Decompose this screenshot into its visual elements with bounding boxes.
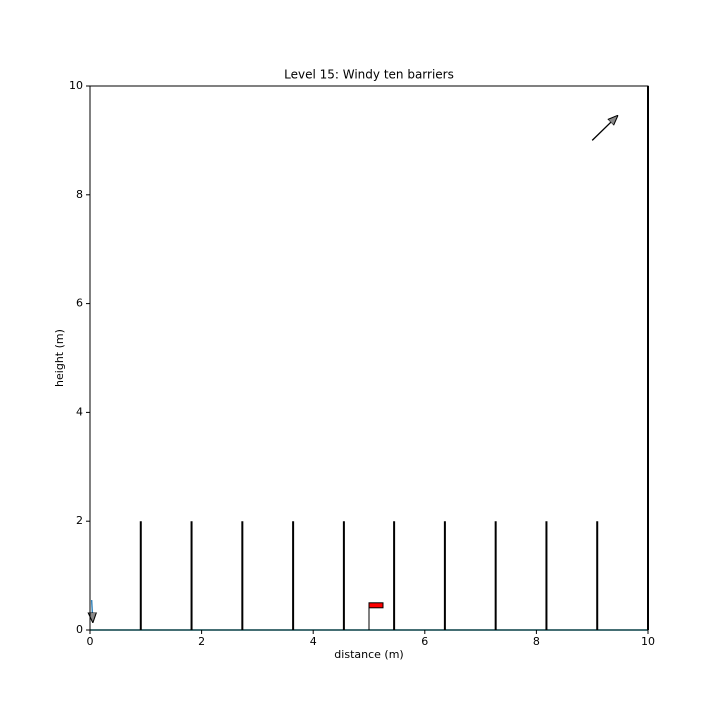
y-tick-label: 0 <box>76 623 83 636</box>
x-tick-label: 6 <box>421 635 428 648</box>
launch-arrow <box>92 600 93 622</box>
y-axis-label: height (m) <box>53 329 66 387</box>
y-tick-label: 2 <box>76 514 83 527</box>
y-tick-label: 4 <box>76 405 83 418</box>
y-tick-label: 6 <box>76 297 83 310</box>
y-tick-label: 10 <box>69 79 83 92</box>
x-tick-label: 4 <box>310 635 317 648</box>
x-tick-label: 0 <box>87 635 94 648</box>
x-tick-label: 10 <box>641 635 655 648</box>
x-tick-label: 2 <box>198 635 205 648</box>
flag <box>368 602 384 609</box>
y-tick-label: 8 <box>76 188 83 201</box>
x-tick-label: 8 <box>533 635 540 648</box>
level-title: Level 15: Windy ten barriers <box>284 68 454 82</box>
x-axis-label: distance (m) <box>334 648 403 661</box>
wind-arrow <box>591 116 617 141</box>
